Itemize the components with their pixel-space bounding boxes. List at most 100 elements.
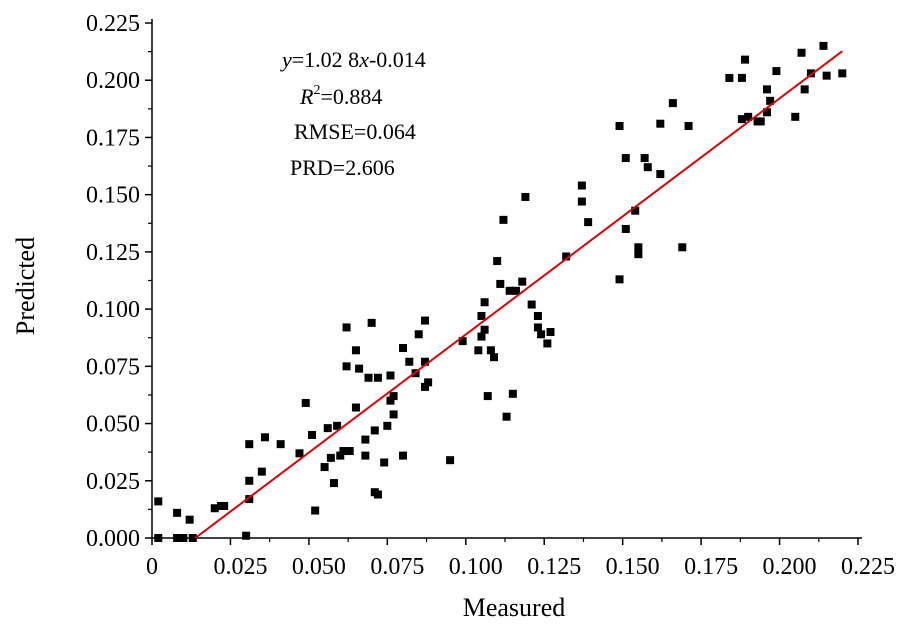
data-point bbox=[806, 69, 815, 78]
data-point bbox=[361, 451, 370, 460]
data-point bbox=[351, 403, 360, 412]
data-point bbox=[342, 323, 351, 332]
data-point bbox=[260, 433, 269, 442]
data-point bbox=[684, 122, 693, 130]
data-point bbox=[744, 112, 753, 121]
x-tick-label: 0.150 bbox=[606, 554, 660, 580]
data-point bbox=[797, 48, 806, 57]
data-point bbox=[766, 96, 775, 105]
data-point bbox=[505, 286, 514, 295]
data-point bbox=[634, 243, 643, 252]
data-point bbox=[420, 316, 429, 325]
data-point bbox=[295, 449, 304, 458]
data-point bbox=[521, 192, 530, 201]
x-tick-label: 0.225 bbox=[841, 554, 895, 580]
data-point bbox=[656, 119, 665, 128]
data-point bbox=[737, 73, 746, 82]
data-point bbox=[345, 447, 354, 456]
data-point bbox=[543, 339, 552, 348]
data-point bbox=[508, 389, 517, 398]
x-tick-label: 0.125 bbox=[527, 554, 581, 580]
y-tick-label: 0.225 bbox=[86, 11, 140, 37]
data-point bbox=[772, 67, 781, 76]
data-point bbox=[480, 325, 489, 334]
data-point bbox=[678, 243, 687, 252]
y-tick-label: 0.200 bbox=[86, 68, 140, 94]
data-point bbox=[373, 490, 382, 499]
data-point bbox=[493, 257, 502, 266]
y-tick-label: 0.000 bbox=[86, 526, 140, 552]
y-tick-label: 0.175 bbox=[86, 125, 140, 151]
data-point bbox=[188, 534, 197, 542]
data-point bbox=[424, 378, 433, 387]
prd-label: PRD=2.606 bbox=[290, 155, 395, 180]
x-axis-title: Measured bbox=[463, 593, 566, 622]
y-tick-label: 0.050 bbox=[86, 412, 140, 438]
data-point bbox=[173, 508, 182, 517]
y-axis-title: Predicted bbox=[11, 237, 40, 335]
data-point bbox=[245, 495, 254, 504]
data-point bbox=[351, 346, 360, 355]
data-point bbox=[474, 346, 483, 355]
x-tick-label: 0 bbox=[146, 554, 158, 580]
data-point bbox=[490, 353, 499, 362]
data-point bbox=[640, 154, 649, 163]
data-point bbox=[308, 431, 317, 439]
equation-label: y=1.02 8x-0.014 bbox=[280, 47, 426, 72]
x-tick-label: 0.050 bbox=[292, 554, 346, 580]
data-point bbox=[386, 396, 395, 405]
data-point bbox=[822, 71, 831, 80]
data-point bbox=[179, 534, 188, 542]
data-point bbox=[615, 122, 624, 130]
data-point bbox=[389, 410, 398, 419]
data-point bbox=[656, 170, 665, 179]
x-tick-label: 0.175 bbox=[684, 554, 738, 580]
data-point bbox=[399, 344, 408, 353]
data-point bbox=[333, 421, 342, 430]
data-point bbox=[245, 440, 254, 449]
data-point bbox=[763, 108, 772, 117]
data-point bbox=[339, 447, 348, 456]
data-point bbox=[342, 362, 351, 371]
data-point bbox=[210, 504, 219, 513]
data-point bbox=[621, 154, 630, 163]
data-point bbox=[257, 467, 266, 476]
y-tick-label: 0.025 bbox=[86, 469, 140, 495]
data-point bbox=[383, 421, 392, 430]
data-point bbox=[242, 531, 251, 540]
data-point bbox=[741, 55, 750, 64]
data-point bbox=[364, 373, 373, 382]
data-point bbox=[405, 357, 414, 366]
data-point bbox=[323, 424, 332, 433]
data-point bbox=[486, 346, 495, 355]
data-point bbox=[634, 250, 643, 259]
data-point bbox=[477, 311, 486, 320]
data-point bbox=[389, 392, 398, 401]
data-point bbox=[414, 330, 423, 339]
data-point bbox=[245, 476, 254, 485]
x-tick-label: 0.100 bbox=[449, 554, 503, 580]
y-tick-label: 0.075 bbox=[86, 354, 140, 380]
data-point bbox=[154, 497, 163, 506]
x-tick-label: 0.075 bbox=[370, 554, 424, 580]
data-point bbox=[763, 85, 772, 94]
y-tick-label: 0.100 bbox=[86, 297, 140, 323]
data-point bbox=[336, 451, 345, 460]
y-ticks: 0.000 0.025 0.050 0.075 0.100 0.125 0.150 0.175… bbox=[86, 11, 152, 552]
data-point bbox=[355, 364, 364, 373]
data-point bbox=[631, 206, 640, 215]
data-point bbox=[370, 426, 379, 435]
data-points bbox=[154, 41, 847, 542]
annotations: y=1.02 8x-0.014 R2=0.884 RMSE=0.064 PRD=… bbox=[280, 47, 426, 180]
data-point bbox=[399, 451, 408, 460]
x-ticks: 0 0.025 0.050 0.075 0.100 0.125 0.150 0.175 0.20… bbox=[146, 538, 895, 580]
data-point bbox=[577, 197, 586, 206]
data-point bbox=[326, 453, 335, 462]
data-point bbox=[643, 163, 652, 172]
x-tick-label: 0.200 bbox=[763, 554, 817, 580]
data-point bbox=[621, 225, 630, 233]
data-point bbox=[220, 501, 229, 510]
x-tick-label: 0.025 bbox=[213, 554, 267, 580]
data-point bbox=[527, 300, 536, 309]
data-point bbox=[367, 318, 376, 327]
